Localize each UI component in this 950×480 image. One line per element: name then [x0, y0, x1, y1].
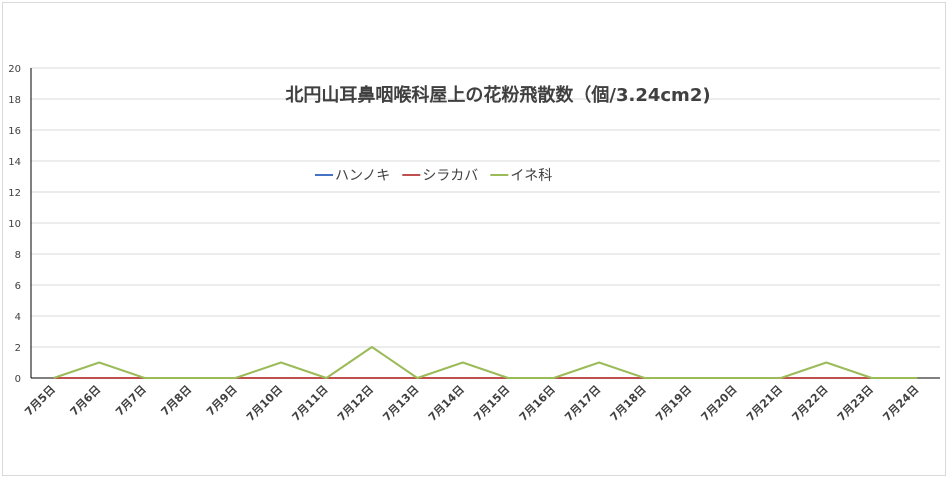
x-tick-label: 7月22日 [790, 383, 831, 424]
x-tick-label: 7月7日 [113, 383, 149, 419]
y-tick-label: 10 [8, 219, 21, 230]
x-tick-label: 7月8日 [159, 383, 195, 419]
x-tick-label: 7月12日 [335, 383, 376, 424]
x-tick-label: 7月11日 [290, 383, 331, 424]
series-line [53, 346, 918, 379]
chart-title: 北円山耳鼻咽喉科屋上の花粉飛散数（個/3.24cm2) [285, 84, 710, 106]
x-tick-label: 7月10日 [244, 383, 285, 424]
y-tick-label: 0 [15, 374, 21, 385]
y-tick-label: 6 [15, 281, 21, 292]
y-tick-label: 4 [15, 312, 21, 323]
x-tick-label: 7月18日 [608, 383, 649, 424]
legend-entry: イネ科 [510, 168, 552, 184]
legend-entry: シラカバ [422, 168, 478, 184]
x-tick-label: 7月9日 [204, 383, 240, 419]
x-tick-label: 7月16日 [517, 383, 558, 424]
x-axis-ticks: 7月5日 7月6日 7月7日 7月8日 7月9日 7月10日 7月11日 7月12日 7月13日… [22, 383, 921, 424]
x-tick-label: 7月23日 [835, 383, 876, 424]
x-tick-label: 7月17日 [562, 383, 603, 424]
x-tick-label: 7月14日 [426, 383, 467, 424]
y-tick-label: 2 [15, 343, 21, 354]
y-axis-ticks: 0 2 4 6 8 10 12 14 16 18 20 [8, 64, 21, 385]
y-tick-label: 8 [15, 250, 21, 261]
x-tick-label: 7月24日 [880, 383, 921, 424]
y-tick-label: 12 [8, 188, 21, 199]
x-tick-label: 7月19日 [653, 383, 694, 424]
x-tick-label: 7月6日 [68, 383, 104, 419]
x-tick-label: 7月5日 [22, 383, 58, 419]
legend: ハンノキ シラカバ イネ科 [315, 168, 552, 184]
x-tick-label: 7月20日 [699, 383, 740, 424]
y-tick-label: 20 [8, 64, 21, 75]
series-lines [53, 346, 918, 379]
x-tick-label: 7月15日 [471, 383, 512, 424]
y-tick-label: 18 [8, 95, 21, 106]
legend-entry: ハンノキ [335, 168, 390, 184]
y-tick-label: 16 [8, 126, 21, 137]
x-tick-label: 7月21日 [744, 383, 785, 424]
gridlines [30, 67, 940, 379]
y-tick-label: 14 [8, 157, 21, 168]
x-tick-label: 7月13日 [380, 383, 421, 424]
